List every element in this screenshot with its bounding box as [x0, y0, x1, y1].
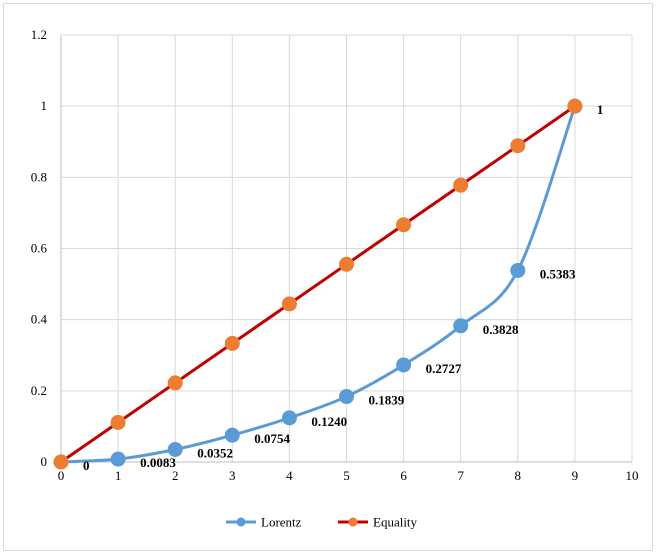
y-tick-label: 1	[41, 98, 48, 113]
lorentz-point	[110, 451, 126, 467]
x-tick-label: 0	[58, 468, 65, 483]
lorentz-point	[453, 318, 469, 334]
equality-point	[339, 256, 354, 272]
lorentz-data-label: 0.2727	[426, 361, 462, 376]
legend-lorentz-label: Lorentz	[261, 515, 302, 530]
lorentz-data-label: 0.0754	[254, 431, 290, 446]
legend-equality-marker	[348, 517, 358, 527]
y-tick-label: 0	[41, 454, 48, 469]
axes	[60, 35, 632, 463]
equality-point	[224, 335, 240, 351]
y-tick-label: 0.4	[31, 312, 48, 327]
y-tick-label: 0.2	[31, 383, 47, 398]
series-layer	[53, 98, 583, 470]
lorentz-data-label: 0.3828	[483, 322, 519, 337]
equality-point	[281, 296, 297, 312]
y-tick-labels: 0 0.2 0.4 0.6 0.8 1 1.2	[31, 27, 48, 469]
lorentz-point	[396, 357, 412, 373]
equality-point	[567, 98, 583, 114]
x-tick-label: 9	[572, 468, 579, 483]
legend: Lorentz Equality	[226, 515, 418, 530]
x-tick-label: 10	[626, 468, 639, 483]
equality-point	[167, 375, 183, 391]
x-tick-label: 1	[115, 468, 122, 483]
data-labels: 0 0.0083 0.0352 0.0754 0.1240 0.1839 0.2727 0.3…	[83, 102, 603, 473]
lorentz-point	[224, 427, 240, 443]
x-tick-label: 6	[400, 468, 407, 483]
equality-line	[60, 104, 576, 464]
lorentz-point	[281, 410, 297, 426]
lorentz-point	[510, 262, 526, 278]
lorentz-data-label: 0	[83, 458, 90, 473]
equality-point	[396, 217, 412, 233]
y-tick-label: 0.6	[31, 241, 48, 256]
y-tick-label: 0.8	[31, 169, 47, 184]
lorentz-data-label: 0.1839	[369, 393, 405, 408]
equality-point	[510, 138, 526, 154]
legend-equality-label: Equality	[373, 515, 418, 530]
lorentz-data-label: 1	[597, 102, 604, 117]
x-tick-label: 3	[229, 468, 236, 483]
equality-point	[453, 177, 469, 193]
x-tick-label: 2	[172, 468, 179, 483]
equality-point	[110, 414, 126, 430]
x-tick-label: 7	[457, 468, 464, 483]
y-tick-label: 1.2	[31, 27, 47, 42]
x-tick-labels: 0 1 2 3 4 5 6 7 8 9 10	[58, 468, 639, 483]
x-tick-label: 4	[286, 468, 293, 483]
lorentz-point	[167, 441, 183, 457]
legend-lorentz-marker	[236, 517, 246, 527]
lorentz-data-label: 0.0083	[140, 455, 176, 470]
lorentz-data-label: 0.5383	[540, 266, 576, 281]
x-tick-label: 5	[343, 468, 350, 483]
lorentz-data-label: 0.0352	[197, 445, 233, 460]
x-tick-label: 8	[515, 468, 522, 483]
equality-point	[53, 454, 69, 470]
lorentz-point	[339, 389, 354, 405]
lorentz-data-label: 0.1240	[311, 414, 347, 429]
